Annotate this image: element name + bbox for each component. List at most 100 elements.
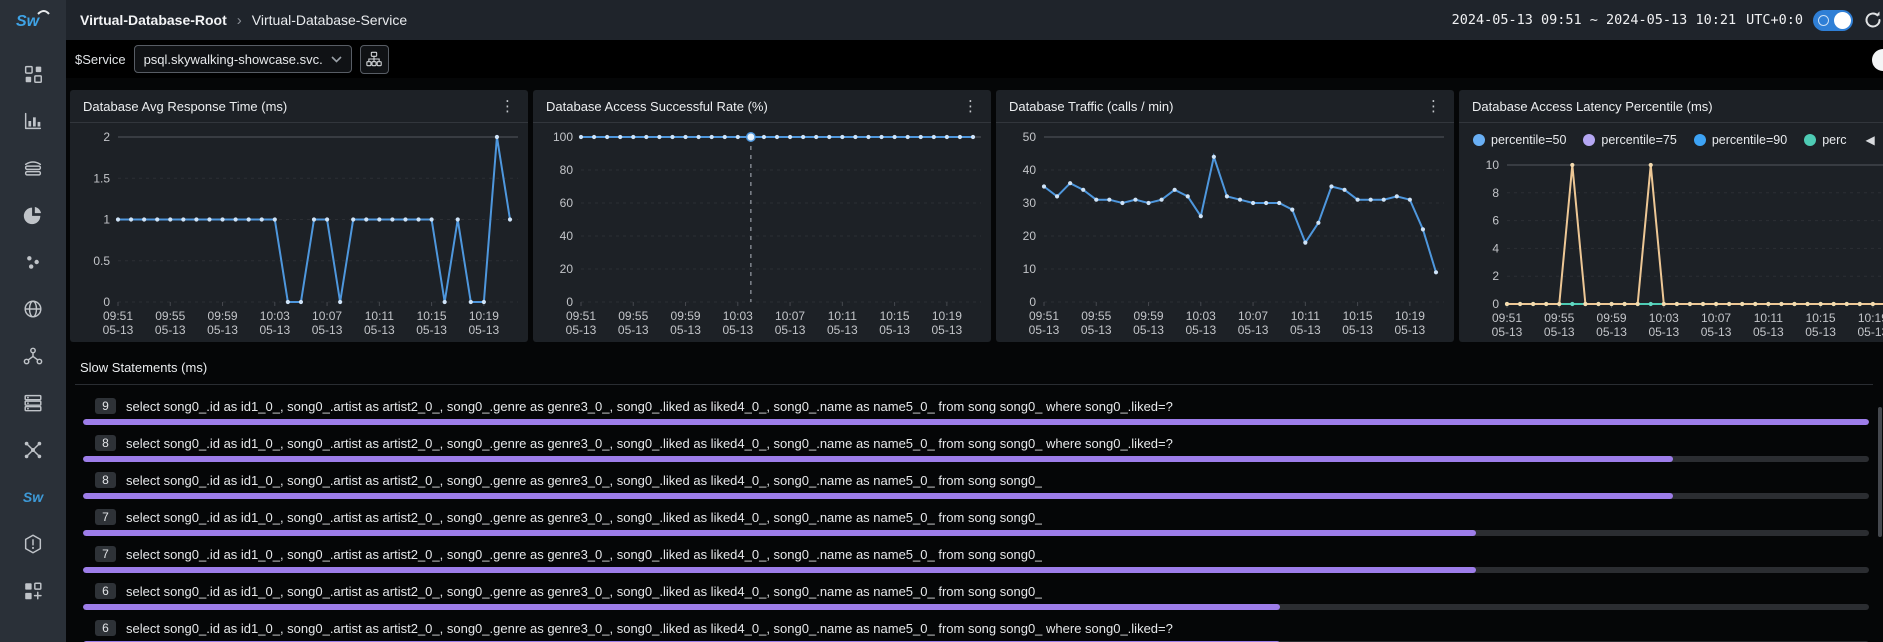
svg-text:05-13: 05-13 <box>1858 325 1883 339</box>
svg-text:05-13: 05-13 <box>722 323 753 337</box>
sitemap-icon <box>366 51 382 67</box>
skywalking-logo-icon: Sw <box>14 7 52 33</box>
scatter-dots-icon <box>22 251 44 273</box>
svg-text:2: 2 <box>1492 269 1499 283</box>
sql-statement-text[interactable]: select song0_.id as id1_0_, song0_.artis… <box>126 584 1042 599</box>
svg-text:10:07: 10:07 <box>1238 309 1268 323</box>
svg-text:10:11: 10:11 <box>1291 309 1320 323</box>
legend-item[interactable]: percentile=75 <box>1583 133 1676 147</box>
slow-statement-row: 7 select song0_.id as id1_0_, song0_.art… <box>83 546 1869 573</box>
svg-text:10: 10 <box>1486 158 1500 172</box>
sidebar-item-database[interactable] <box>21 156 45 180</box>
topology-icon <box>22 345 44 367</box>
sql-statement-text[interactable]: select song0_.id as id1_0_, song0_.artis… <box>126 436 1173 451</box>
panel-menu-icon[interactable]: ⋮ <box>963 97 978 115</box>
alert-shield-icon <box>22 533 44 555</box>
legend-scroll-left-icon[interactable]: ◀ <box>1866 133 1875 147</box>
refresh-icon[interactable] <box>1863 10 1883 30</box>
sidebar-item-sampling[interactable] <box>21 250 45 274</box>
svg-text:05-13: 05-13 <box>1492 325 1523 339</box>
svg-text:09:55: 09:55 <box>155 309 185 323</box>
sql-statement-text[interactable]: select song0_.id as id1_0_, song0_.artis… <box>126 510 1042 525</box>
latency-bar-track <box>83 493 1869 499</box>
latency-value-badge: 8 <box>95 472 116 488</box>
latency-bar <box>83 456 1673 462</box>
svg-text:05-13: 05-13 <box>1701 325 1732 339</box>
sidebar-item-dashboard[interactable] <box>21 62 45 86</box>
svg-text:09:59: 09:59 <box>671 309 701 323</box>
sidebar-item-mesh[interactable] <box>21 438 45 462</box>
avg-response-time-chart[interactable]: 00.511.5209:5105-1309:5505-1309:5905-131… <box>70 123 528 342</box>
svg-text:05-13: 05-13 <box>312 323 343 337</box>
sidebar-item-alerts[interactable] <box>21 532 45 556</box>
svg-text:10:03: 10:03 <box>723 309 753 323</box>
latency-bar-track <box>83 567 1869 573</box>
legend-label: percentile=75 <box>1601 133 1676 147</box>
svg-text:30: 30 <box>1023 196 1037 210</box>
time-range[interactable]: 2024-05-13 09:51 ~ 2024-05-13 10:21 <box>1452 12 1736 28</box>
svg-text:10:15: 10:15 <box>880 309 910 323</box>
sql-statement-text[interactable]: select song0_.id as id1_0_, song0_.artis… <box>126 473 1042 488</box>
sql-statement-text[interactable]: select song0_.id as id1_0_, song0_.artis… <box>126 621 1173 636</box>
sidebar-item-analytics[interactable] <box>21 109 45 133</box>
traffic-chart[interactable]: 0102030405009:5105-1309:5505-1309:5905-1… <box>996 123 1454 342</box>
breadcrumb-leaf[interactable]: Virtual-Database-Service <box>252 12 407 28</box>
breadcrumb-root[interactable]: Virtual-Database-Root <box>80 12 227 28</box>
svg-text:10:07: 10:07 <box>1701 311 1731 325</box>
sidebar-item-skywalking[interactable]: Sw <box>21 485 45 509</box>
service-select-value: psql.skywalking-showcase.svc. <box>144 52 323 67</box>
list-scrollbar[interactable] <box>1878 407 1882 537</box>
latency-value-badge: 6 <box>95 620 116 636</box>
legend-label: perc <box>1822 133 1846 147</box>
svg-text:09:51: 09:51 <box>103 309 133 323</box>
slow-statement-row: 8 select song0_.id as id1_0_, song0_.art… <box>83 435 1869 462</box>
latency-bar-track <box>83 530 1869 536</box>
latency-percentile-chart[interactable]: 024681009:5105-1309:5505-1309:5905-1310:… <box>1459 151 1883 342</box>
bar-chart-icon <box>22 110 44 132</box>
svg-text:05-13: 05-13 <box>1081 323 1112 337</box>
breadcrumb-separator: › <box>237 12 242 29</box>
svg-text:05-13: 05-13 <box>1753 325 1784 339</box>
skywalking-app: Sw Virtual-Database-Root › Virtual-Datab… <box>0 0 1883 642</box>
latency-bar <box>83 419 1869 425</box>
svg-text:05-13: 05-13 <box>1133 323 1164 337</box>
svg-text:10:07: 10:07 <box>775 309 805 323</box>
legend-item[interactable]: percentile=90 <box>1694 133 1787 147</box>
legend-item[interactable]: perc <box>1804 133 1846 147</box>
sidebar-item-services[interactable] <box>21 391 45 415</box>
sql-statement-text[interactable]: select song0_.id as id1_0_, song0_.artis… <box>126 399 1173 414</box>
panel-title: Database Avg Response Time (ms) <box>83 99 287 114</box>
app-logo[interactable]: Sw <box>0 0 66 40</box>
skywalking-nav-logo: Sw <box>23 489 43 505</box>
legend-item[interactable]: percentile=50 <box>1473 133 1566 147</box>
panel-menu-icon[interactable]: ⋮ <box>500 97 515 115</box>
panel-latency-percentile: Database Access Latency Percentile (ms) … <box>1459 90 1883 342</box>
sql-statement-text[interactable]: select song0_.id as id1_0_, song0_.artis… <box>126 547 1042 562</box>
svg-text:50: 50 <box>1023 130 1037 144</box>
sidebar-item-pie[interactable] <box>21 203 45 227</box>
svg-text:05-13: 05-13 <box>827 323 858 337</box>
mesh-network-icon <box>22 439 44 461</box>
legend-dot-icon <box>1694 134 1706 146</box>
sidebar-item-add-widgets[interactable] <box>21 579 45 603</box>
timezone[interactable]: UTC+0:0 <box>1746 12 1803 28</box>
panel-menu-icon[interactable]: ⋮ <box>1426 97 1441 115</box>
sidebar-item-topology[interactable] <box>21 344 45 368</box>
svg-text:20: 20 <box>1023 229 1037 243</box>
svg-text:10:07: 10:07 <box>312 309 342 323</box>
svg-text:10:03: 10:03 <box>1649 311 1679 325</box>
legend-dot-icon <box>1804 134 1816 146</box>
svg-text:0: 0 <box>1492 297 1499 311</box>
latency-bar-track <box>83 604 1869 610</box>
success-rate-chart[interactable]: 02040608010009:5105-1309:5505-1309:5905-… <box>533 123 991 342</box>
latency-bar <box>83 604 1280 610</box>
auto-refresh-toggle[interactable] <box>1813 10 1853 31</box>
sidebar-item-globe[interactable] <box>21 297 45 321</box>
svg-text:05-13: 05-13 <box>103 323 134 337</box>
globe-icon <box>22 298 44 320</box>
slow-statements-title: Slow Statements (ms) <box>75 352 1883 384</box>
topology-view-button[interactable] <box>360 45 389 74</box>
service-selector-bar: $Service psql.skywalking-showcase.svc. <box>66 40 1883 78</box>
service-select[interactable]: psql.skywalking-showcase.svc. <box>134 45 352 73</box>
floating-scroll-button[interactable] <box>1872 49 1883 71</box>
